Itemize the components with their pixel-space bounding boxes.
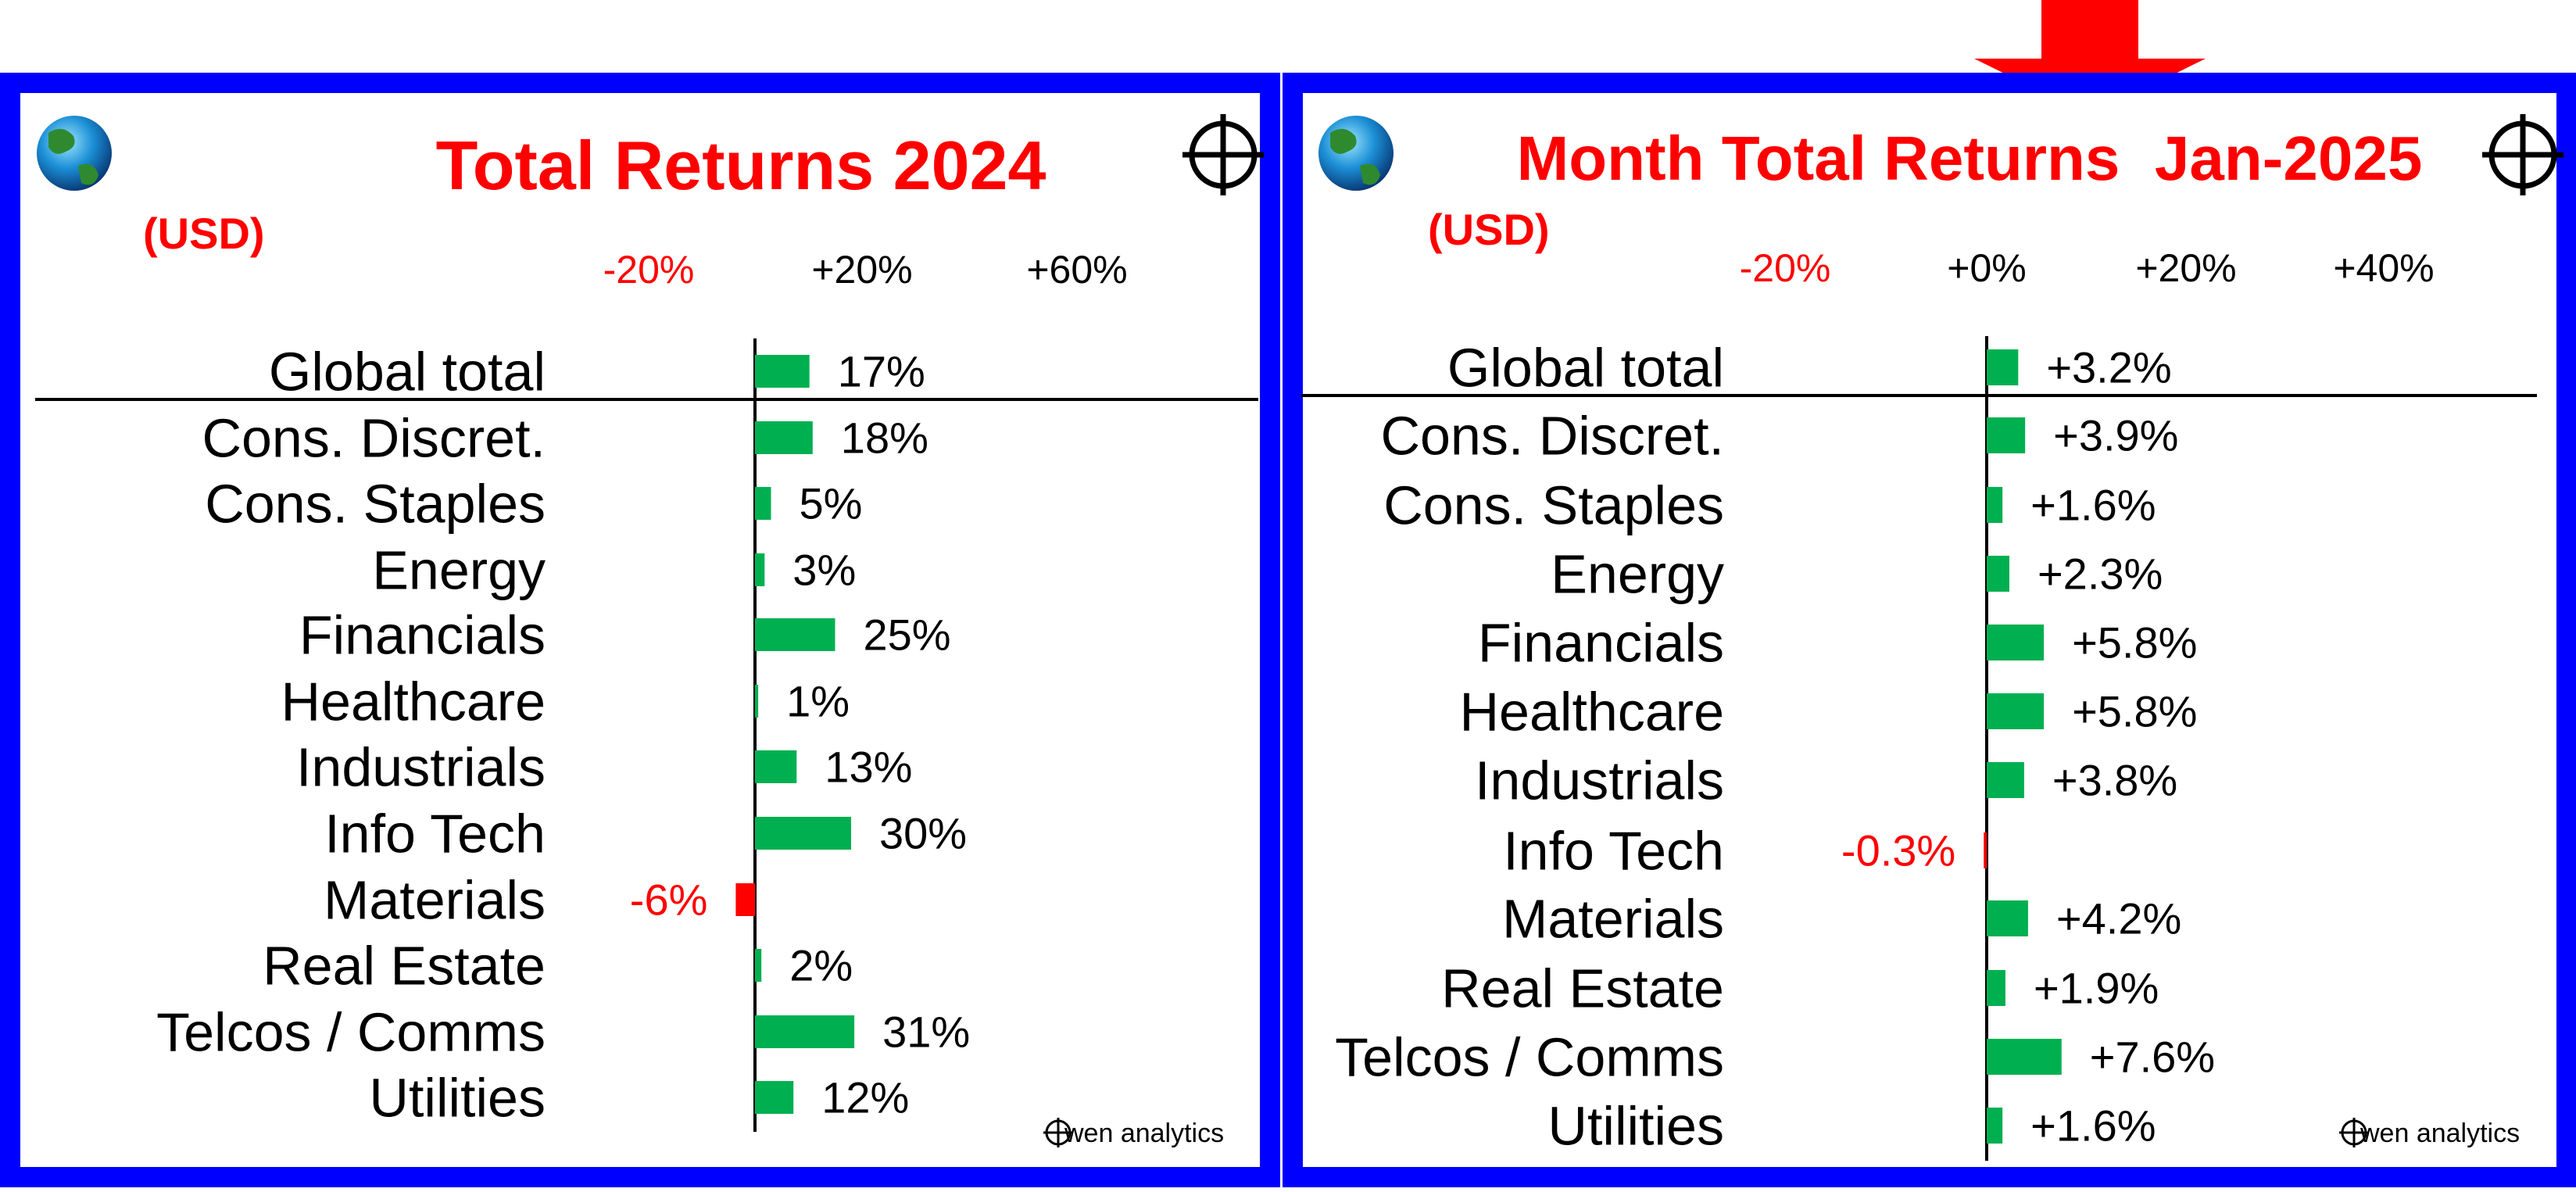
right-data-label: -0.3% bbox=[1841, 826, 1955, 875]
right-category-label: Cons. Discret. bbox=[1380, 406, 1724, 467]
left-chart-subtitle: (USD) bbox=[143, 209, 265, 258]
panel-frame-right bbox=[1283, 73, 2576, 1187]
right-brand-label: wen analytics bbox=[2360, 1119, 2520, 1148]
right-data-label: +5.8% bbox=[2072, 618, 2197, 668]
right-category-label: Materials bbox=[1502, 889, 1724, 950]
right-category-label: Industrials bbox=[1475, 750, 1724, 811]
right-brand-mark-icon bbox=[2339, 1118, 2369, 1147]
right-chart-title: Month Total Returns Jan-2025 bbox=[1517, 123, 2423, 193]
left-category-label: Info Tech bbox=[324, 804, 546, 864]
right-data-label: +1.6% bbox=[2030, 481, 2156, 530]
left-bar bbox=[755, 1015, 855, 1048]
right-category-label: Info Tech bbox=[1503, 821, 1724, 882]
right-x-tick-label: +20% bbox=[2135, 246, 2236, 290]
left-x-tick-label: +60% bbox=[1026, 248, 1127, 292]
crosshair-icon bbox=[2482, 114, 2563, 195]
right-bar bbox=[1987, 970, 2005, 1006]
right-bar bbox=[1984, 832, 1987, 868]
right-data-label: +4.2% bbox=[2056, 894, 2181, 943]
left-bar bbox=[755, 750, 797, 783]
left-data-label: 17% bbox=[838, 347, 925, 396]
left-bar bbox=[755, 1081, 794, 1114]
left-data-label: 31% bbox=[882, 1008, 970, 1057]
right-category-label: Healthcare bbox=[1459, 682, 1724, 743]
left-data-label: 3% bbox=[792, 546, 856, 595]
right-x-tick-label: +40% bbox=[2333, 246, 2434, 290]
left-category-label: Utilities bbox=[369, 1068, 546, 1129]
left-category-label: Industrials bbox=[296, 737, 546, 798]
left-category-label: Financials bbox=[299, 605, 546, 666]
right-data-label: +2.3% bbox=[2038, 549, 2163, 599]
right-category-label: Cons. Staples bbox=[1383, 475, 1724, 536]
right-data-label: +1.6% bbox=[2030, 1101, 2156, 1151]
right-data-label: +1.9% bbox=[2034, 964, 2159, 1013]
right-bar bbox=[1987, 693, 2045, 729]
right-bar bbox=[1987, 556, 2009, 592]
left-category-label: Materials bbox=[324, 870, 546, 931]
left-bar bbox=[755, 949, 762, 982]
right-chart-subtitle: (USD) bbox=[1428, 205, 1550, 254]
right-chart-marks: -20% +0% +20% +40% Global total +3.2% Cons. Di… bbox=[1335, 246, 2435, 1161]
right-data-label: +7.6% bbox=[2090, 1033, 2215, 1082]
panel-frame-left bbox=[0, 73, 1280, 1187]
left-category-label: Cons. Staples bbox=[205, 474, 546, 535]
left-chart-marks: -20% +20% +60% Global total 17% Cons. Discret… bbox=[156, 248, 1128, 1132]
right-bar bbox=[1987, 1039, 2062, 1075]
left-x-tick-label: -20% bbox=[603, 248, 695, 292]
left-data-label: -6% bbox=[630, 875, 708, 925]
right-bar bbox=[1987, 487, 2003, 523]
globe-icon bbox=[1318, 116, 1394, 191]
right-category-label: Utilities bbox=[1547, 1096, 1724, 1157]
right-category-label: Real Estate bbox=[1441, 958, 1724, 1019]
right-category-label: Financials bbox=[1478, 613, 1724, 674]
left-data-label: 1% bbox=[786, 677, 850, 726]
left-category-label: Cons. Discret. bbox=[202, 408, 546, 469]
left-bar bbox=[755, 421, 813, 454]
left-category-label: Real Estate bbox=[263, 936, 546, 997]
left-data-label: 2% bbox=[789, 941, 853, 990]
left-x-tick-label: +20% bbox=[811, 248, 912, 292]
left-category-label: Energy bbox=[372, 540, 546, 601]
left-data-label: 18% bbox=[841, 413, 928, 463]
right-bar bbox=[1987, 625, 2045, 660]
left-data-label: 25% bbox=[864, 610, 951, 660]
left-bar bbox=[755, 685, 759, 718]
left-brand-label: wen analytics bbox=[1064, 1119, 1224, 1148]
left-category-label: Telcos / Comms bbox=[156, 1002, 546, 1063]
right-data-label: +5.8% bbox=[2072, 687, 2197, 736]
right-x-tick-label: +0% bbox=[1947, 246, 2026, 290]
left-brand-mark-icon bbox=[1043, 1118, 1073, 1147]
left-category-label: Healthcare bbox=[281, 671, 546, 732]
left-data-label: 13% bbox=[825, 743, 912, 792]
left-bar bbox=[735, 883, 755, 916]
left-bar bbox=[755, 355, 810, 388]
right-bar bbox=[1987, 349, 2019, 385]
left-data-label: 5% bbox=[800, 479, 863, 528]
left-data-label: 12% bbox=[821, 1073, 909, 1122]
right-bar bbox=[1987, 900, 2028, 936]
left-bar bbox=[755, 618, 835, 651]
left-chart-title: Total Returns 2024 bbox=[436, 127, 1046, 204]
right-data-label: +3.2% bbox=[2046, 343, 2171, 392]
left-bar bbox=[755, 817, 851, 850]
crosshair-icon bbox=[1182, 114, 1264, 195]
left-data-label: 30% bbox=[879, 809, 967, 858]
right-x-tick-label: -20% bbox=[1740, 246, 1831, 290]
globe-icon bbox=[37, 116, 112, 191]
left-bar bbox=[755, 553, 765, 586]
left-category-label: Global total bbox=[269, 342, 546, 403]
right-data-label: +3.8% bbox=[2052, 756, 2177, 805]
right-data-label: +3.9% bbox=[2053, 411, 2178, 460]
right-bar bbox=[1987, 417, 2026, 453]
left-bar bbox=[755, 487, 771, 520]
right-category-label: Energy bbox=[1551, 544, 1724, 605]
right-bar bbox=[1987, 1108, 2003, 1144]
right-bar bbox=[1987, 762, 2024, 798]
right-category-label: Telcos / Comms bbox=[1335, 1027, 1724, 1088]
right-category-label: Global total bbox=[1447, 338, 1724, 399]
